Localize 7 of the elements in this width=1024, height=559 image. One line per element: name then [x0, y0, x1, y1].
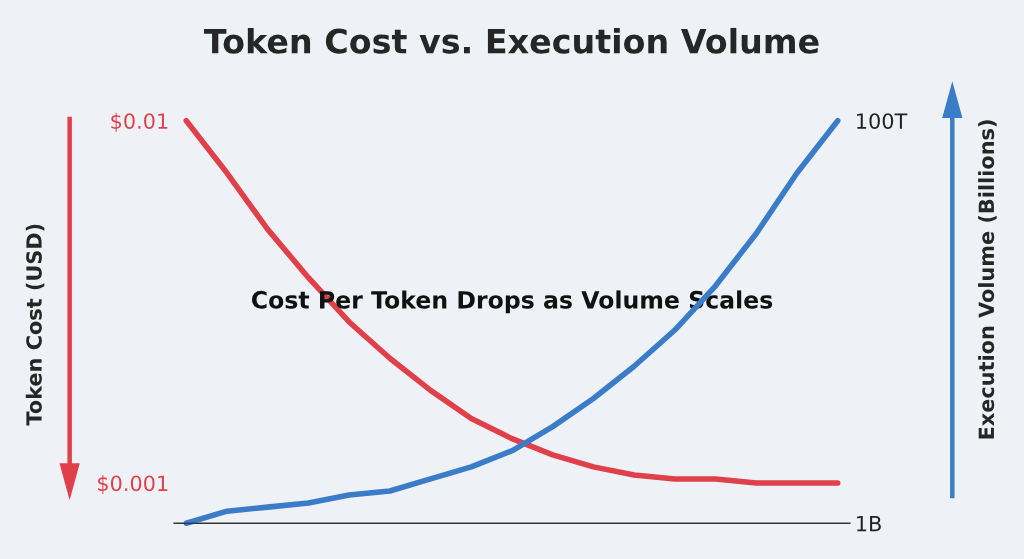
y2-axis-title: Execution Volume (Billions) [978, 120, 997, 439]
y2-tick-label: 100T [857, 113, 908, 129]
chart-title: Token Cost vs. Execution Volume [203, 27, 819, 54]
y2-tick-label: 1B [857, 515, 881, 532]
y-axis-title: Token Cost (USD) [25, 224, 45, 426]
y-tick-label: $0.001 [98, 475, 168, 494]
y-tick-label: $0.01 [111, 112, 168, 132]
